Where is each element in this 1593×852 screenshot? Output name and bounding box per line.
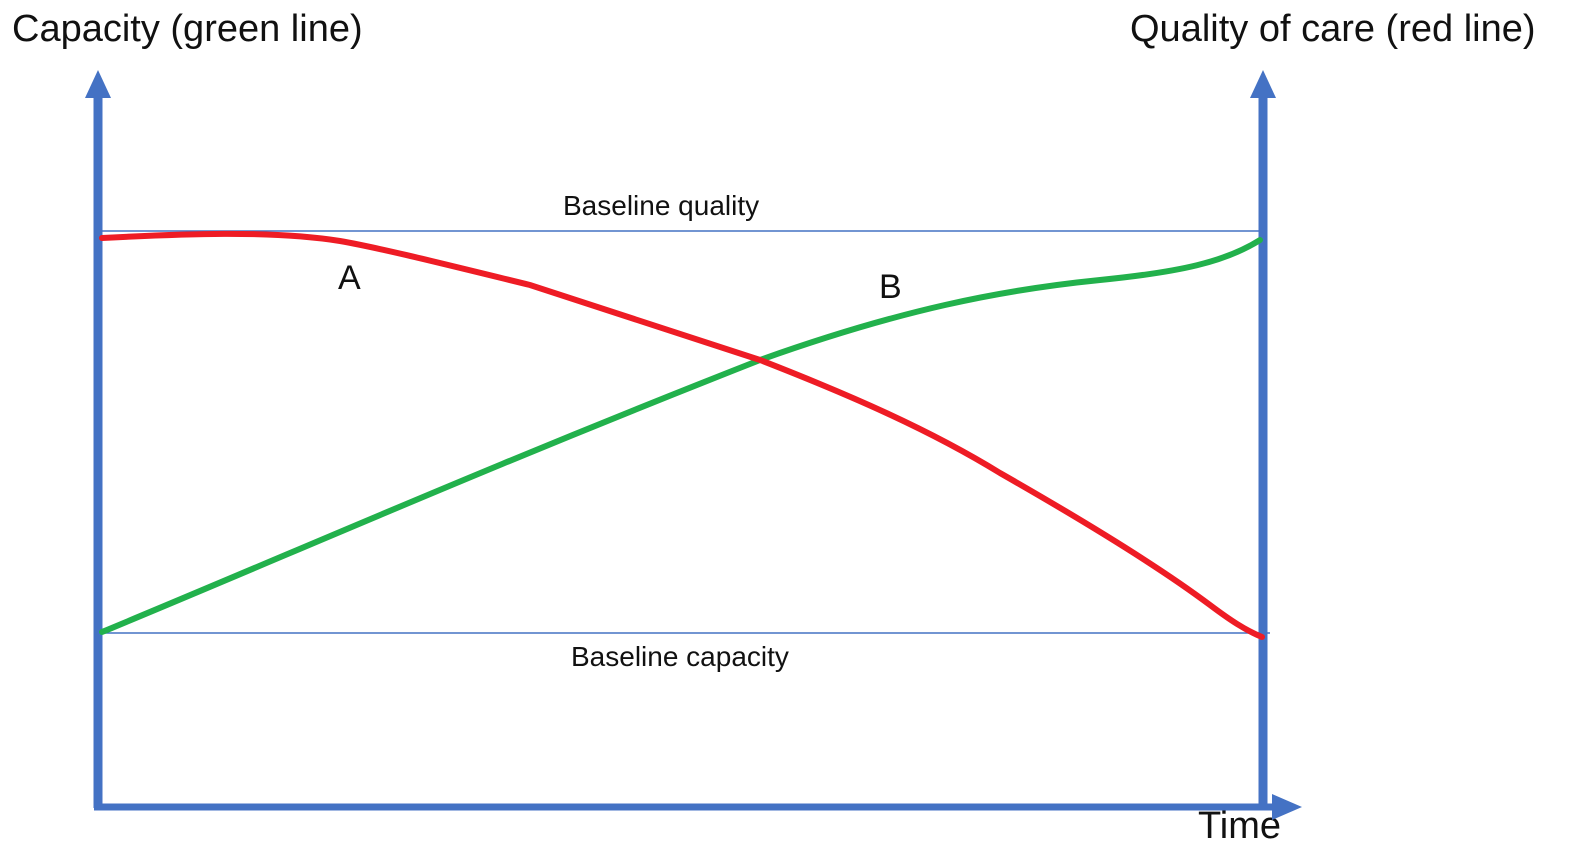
right-axis-arrowhead	[1250, 70, 1276, 98]
baseline-quality-label: Baseline quality	[563, 190, 759, 221]
capacity-line	[99, 237, 1263, 635]
x-axis-title: Time	[1198, 805, 1281, 847]
right-axis-title: Quality of care (red line)	[1130, 8, 1536, 50]
point-b-label: B	[879, 268, 902, 306]
baseline-capacity-label: Baseline capacity	[571, 641, 789, 672]
time-axis-arrowhead	[1272, 794, 1302, 820]
quality-line	[99, 230, 1265, 640]
left-axis-arrowhead	[85, 70, 111, 98]
point-a-label: A	[338, 259, 361, 297]
left-axis-title: Capacity (green line)	[12, 8, 363, 50]
